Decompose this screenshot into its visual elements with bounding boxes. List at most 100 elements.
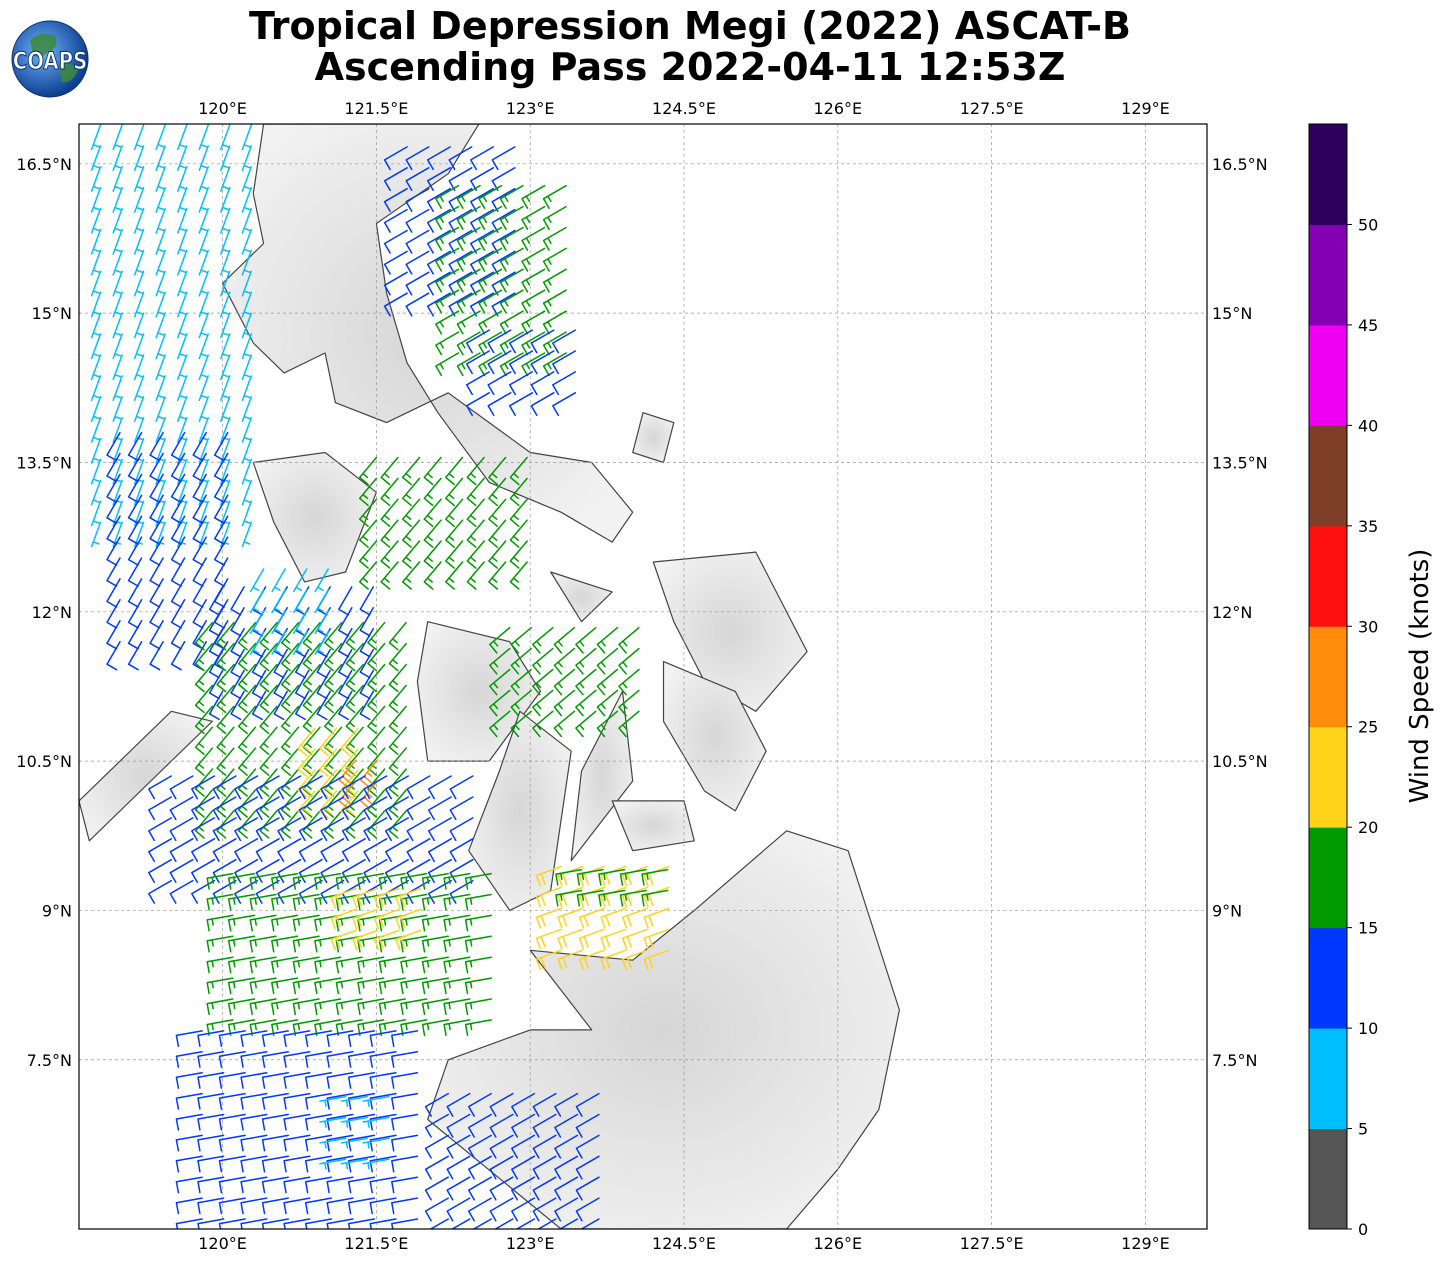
lon-tick-label-bottom: 127.5°E xyxy=(960,1234,1024,1253)
wind-barb xyxy=(298,817,323,842)
wind-barb xyxy=(227,977,256,995)
wind-barb xyxy=(345,705,364,735)
lon-tick-label-bottom: 124.5°E xyxy=(652,1234,716,1253)
wind-barb xyxy=(421,998,449,1016)
wind-barb xyxy=(465,350,490,375)
wind-barb xyxy=(320,879,345,904)
wind-barb xyxy=(90,500,102,527)
wind-barb xyxy=(197,1092,225,1110)
wind-barb xyxy=(106,620,121,650)
wind-barb xyxy=(149,557,164,587)
wind-barb xyxy=(391,1134,419,1152)
wind-barb xyxy=(373,887,400,909)
wind-barb xyxy=(359,759,379,788)
wind-barb xyxy=(362,1095,390,1107)
wind-barb xyxy=(155,124,166,151)
wind-barb xyxy=(194,726,214,756)
wind-barb xyxy=(532,1197,557,1222)
wind-barb xyxy=(449,858,474,883)
wind-barb xyxy=(423,477,442,507)
wind-barb xyxy=(213,431,229,462)
wind-barb xyxy=(170,640,186,671)
wind-barb xyxy=(220,145,231,172)
wind-barb xyxy=(149,494,164,525)
wind-barb xyxy=(149,515,164,545)
wind-barb xyxy=(212,817,237,842)
wind-barb xyxy=(292,893,320,911)
axis-ticks: 120°E 120°E 121.5°E 121.5°E 123°E 123°E 124.5°… xyxy=(16,99,1267,1253)
wind-barb xyxy=(575,1176,600,1201)
wind-barb xyxy=(206,872,234,890)
wind-barb xyxy=(241,521,253,548)
wind-barb xyxy=(208,690,224,721)
wind-barb xyxy=(423,540,442,569)
wind-barb xyxy=(292,872,320,890)
wind-barb xyxy=(466,456,485,486)
wind-barb xyxy=(198,312,209,339)
wind-barb xyxy=(554,1176,579,1201)
wind-barb xyxy=(421,872,449,890)
wind-barb xyxy=(535,928,562,950)
wind-barb xyxy=(90,333,102,360)
wind-barb xyxy=(277,796,302,821)
wind-barb xyxy=(499,289,524,314)
wind-barb xyxy=(358,519,378,548)
wind-barb xyxy=(79,186,80,190)
wind-barb xyxy=(324,663,343,693)
wind-barb xyxy=(220,228,231,255)
wind-barb xyxy=(234,817,259,842)
wind-barb xyxy=(271,956,299,974)
wind-barb xyxy=(421,1019,449,1037)
wind-barb xyxy=(240,1155,268,1173)
wind-barb xyxy=(621,949,648,971)
wind-barb xyxy=(347,1218,376,1229)
lat-tick-label-right: 12°N xyxy=(1212,603,1252,622)
wind-barb xyxy=(273,648,288,679)
wind-barb xyxy=(324,726,343,756)
wind-barb xyxy=(240,1071,268,1089)
wind-barb xyxy=(464,998,492,1016)
wind-barb xyxy=(237,642,257,672)
wind-barb xyxy=(367,705,386,735)
wind-barb xyxy=(488,540,507,569)
wind-barb xyxy=(557,907,584,929)
wind-barb xyxy=(489,689,511,717)
wind-barb xyxy=(212,796,237,821)
wind-barb xyxy=(297,727,316,757)
wind-barb xyxy=(304,1155,333,1173)
colorbar-tick-label: 20 xyxy=(1358,818,1378,837)
wind-barb xyxy=(421,956,449,974)
wind-barb xyxy=(326,1197,354,1215)
lat-tick-label-right: 13.5°N xyxy=(1212,453,1268,472)
wind-barb xyxy=(240,1092,268,1110)
wind-barb xyxy=(133,354,145,381)
wind-barb xyxy=(227,872,256,890)
wind-barb xyxy=(297,790,316,819)
wind-barb xyxy=(405,146,430,171)
wind-barb xyxy=(383,292,408,317)
wind-barb xyxy=(369,1051,397,1068)
wind-barb xyxy=(427,879,452,904)
wind-barb xyxy=(90,249,102,276)
wind-barb xyxy=(621,928,648,950)
wind-barb xyxy=(401,561,421,590)
wind-barb xyxy=(218,1051,246,1068)
wind-barb xyxy=(383,187,408,212)
wind-barb xyxy=(489,710,511,738)
wind-barb xyxy=(302,726,321,756)
wind-barb xyxy=(277,858,302,883)
wind-barb xyxy=(292,568,308,593)
wind-barb xyxy=(280,705,300,735)
wind-barb xyxy=(314,977,342,995)
wind-barb xyxy=(535,949,562,971)
wind-barb xyxy=(298,796,323,821)
wind-barb xyxy=(384,817,409,842)
wind-barb xyxy=(213,515,229,545)
wind-barb xyxy=(240,1197,268,1215)
wind-barb xyxy=(230,607,245,637)
wind-barb xyxy=(314,568,329,593)
colorbar-bin xyxy=(1309,224,1347,326)
wind-barb xyxy=(491,167,516,192)
wind-barb xyxy=(241,479,253,506)
wind-barb xyxy=(149,620,164,650)
